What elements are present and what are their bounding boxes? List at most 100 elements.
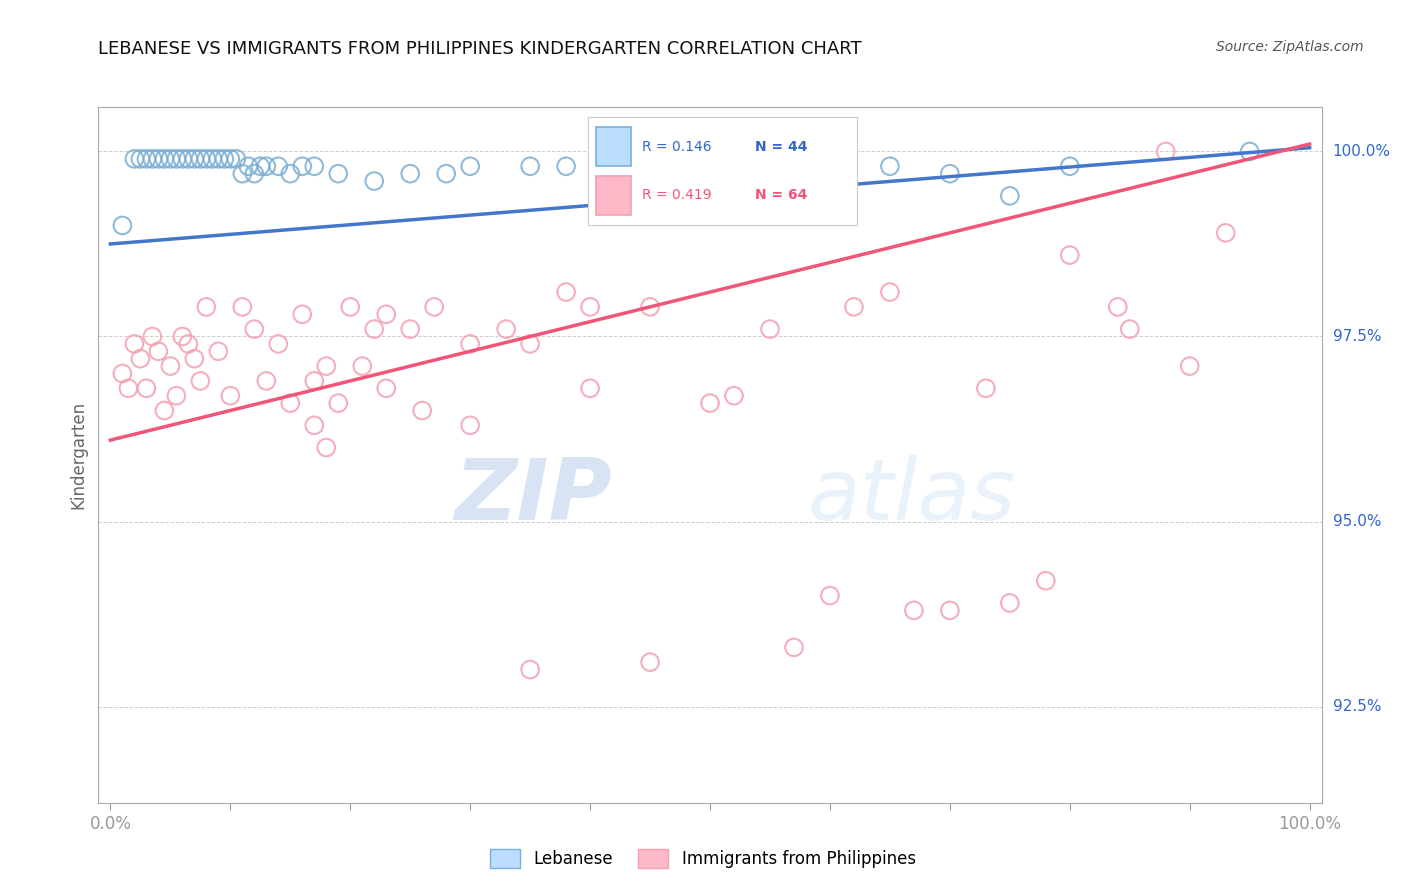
Point (291, 159, 314, 173)
Point (939, 167, 962, 181)
Point (339, 300, 361, 314)
Point (153, 152, 176, 166)
Point (939, 603, 962, 617)
Point (124, 152, 146, 166)
Point (148, 152, 170, 166)
Point (165, 389, 187, 403)
Point (153, 403, 176, 417)
Point (219, 389, 242, 403)
Point (129, 152, 152, 166)
Point (579, 300, 602, 314)
Point (243, 322, 266, 336)
Point (243, 167, 266, 181)
Point (375, 307, 398, 321)
Point (111, 367, 134, 381)
Point (651, 174, 673, 188)
Text: atlas: atlas (808, 455, 1017, 538)
Point (1215, 226, 1237, 240)
Point (141, 152, 163, 166)
Point (434, 167, 457, 181)
Point (458, 159, 481, 173)
Point (315, 359, 337, 373)
Point (172, 152, 194, 166)
Point (638, 300, 661, 314)
Point (699, 396, 721, 410)
Text: 95.0%: 95.0% (1333, 514, 1381, 529)
Point (1035, 574, 1057, 588)
Point (423, 300, 446, 314)
Point (1059, 248, 1081, 262)
Point (183, 351, 205, 366)
Point (177, 152, 200, 166)
Point (231, 300, 253, 314)
Point (783, 640, 806, 655)
Point (219, 152, 242, 166)
Point (254, 374, 277, 388)
Point (458, 337, 481, 351)
Text: Source: ZipAtlas.com: Source: ZipAtlas.com (1216, 40, 1364, 54)
Point (195, 152, 218, 166)
Point (148, 344, 170, 359)
Point (172, 329, 194, 343)
Point (304, 374, 326, 388)
Point (249, 159, 271, 173)
Text: ZIP: ZIP (454, 455, 612, 538)
Text: 92.5%: 92.5% (1333, 699, 1381, 714)
Point (998, 189, 1021, 203)
Point (579, 381, 602, 395)
Point (458, 418, 481, 433)
Point (159, 152, 181, 166)
Point (135, 152, 157, 166)
Point (723, 167, 745, 181)
Point (111, 219, 134, 233)
Point (555, 285, 578, 299)
Point (231, 167, 253, 181)
Text: 97.5%: 97.5% (1333, 329, 1381, 344)
Point (315, 441, 337, 455)
Point (225, 152, 247, 166)
Point (879, 159, 901, 173)
Point (141, 329, 163, 343)
Point (555, 159, 578, 173)
Point (135, 381, 157, 395)
Point (818, 167, 841, 181)
Point (117, 381, 139, 395)
Point (238, 159, 260, 173)
Point (304, 418, 326, 433)
Point (183, 152, 205, 166)
Point (411, 403, 433, 417)
Point (159, 359, 181, 373)
Point (177, 337, 200, 351)
Point (267, 159, 290, 173)
Point (363, 174, 385, 188)
Point (603, 167, 626, 181)
Point (1119, 322, 1142, 336)
Point (399, 167, 422, 181)
Point (304, 159, 326, 173)
Point (998, 596, 1021, 610)
Point (278, 167, 301, 181)
Point (638, 655, 661, 669)
Text: LEBANESE VS IMMIGRANTS FROM PHILIPPINES KINDERGARTEN CORRELATION CHART: LEBANESE VS IMMIGRANTS FROM PHILIPPINES … (98, 40, 862, 58)
Point (129, 351, 152, 366)
Point (267, 337, 290, 351)
Point (842, 300, 865, 314)
Point (1239, 145, 1261, 159)
Legend: Lebanese, Immigrants from Philippines: Lebanese, Immigrants from Philippines (484, 842, 922, 875)
Point (278, 396, 301, 410)
Point (328, 396, 350, 410)
Point (759, 322, 782, 336)
Point (1107, 300, 1129, 314)
Point (352, 359, 374, 373)
Point (328, 167, 350, 181)
Point (201, 152, 224, 166)
Point (188, 374, 211, 388)
Point (879, 285, 901, 299)
Point (1178, 359, 1201, 373)
Point (519, 337, 541, 351)
Point (363, 322, 385, 336)
Point (519, 159, 541, 173)
Point (723, 389, 745, 403)
Point (214, 152, 236, 166)
Point (165, 152, 187, 166)
